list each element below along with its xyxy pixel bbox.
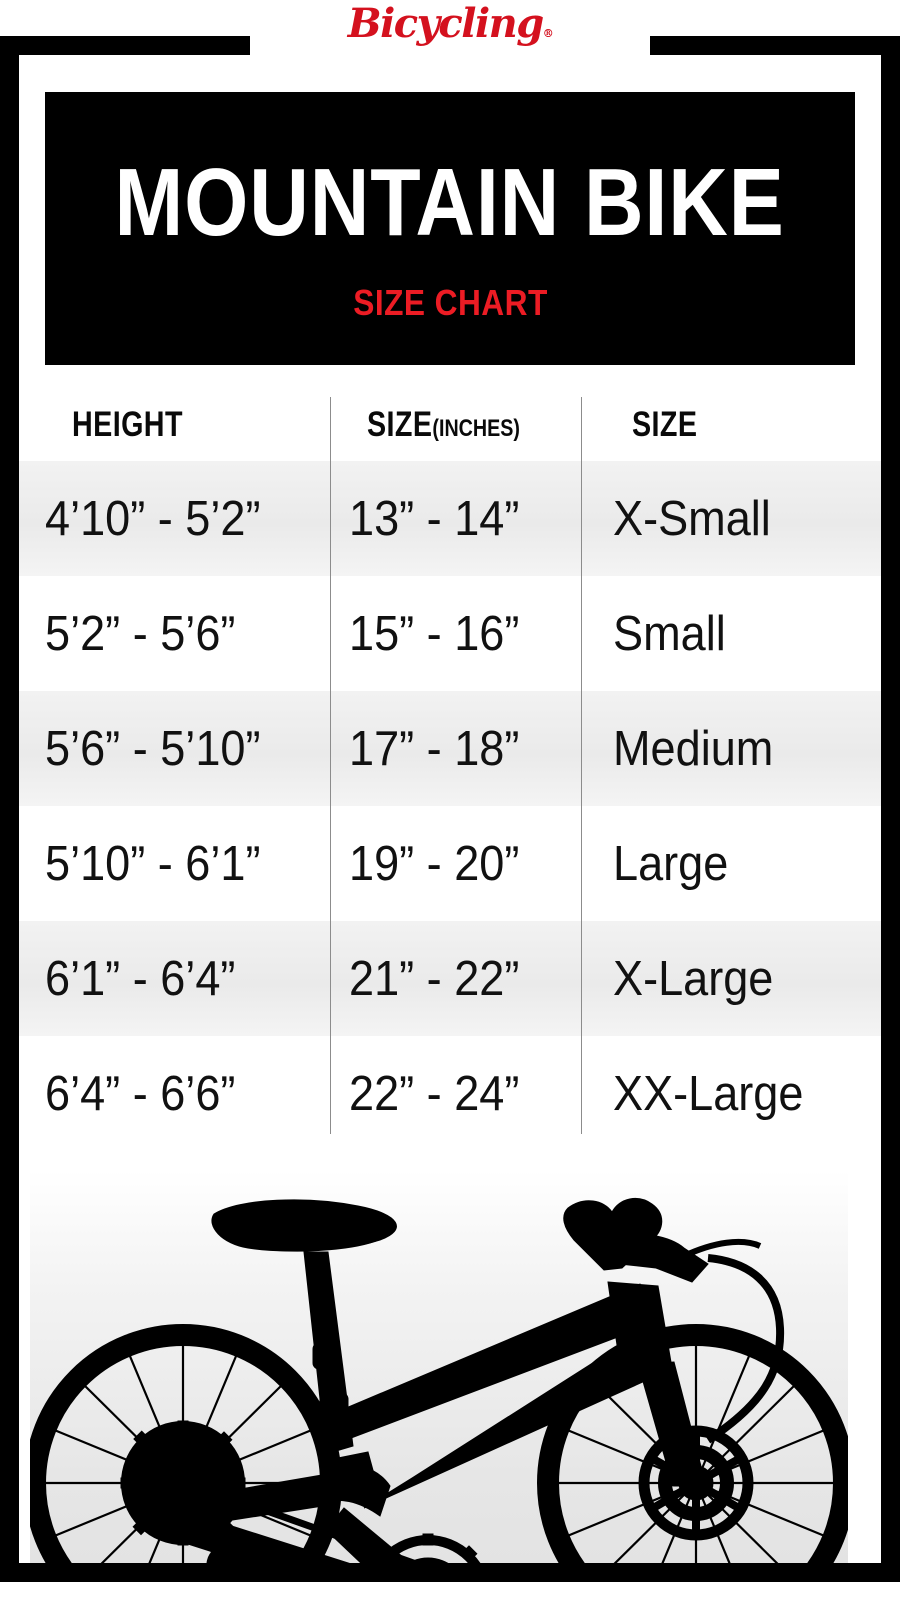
cell-size-inches: 21” - 22” — [349, 951, 520, 1006]
table-row: 5’10” - 6’1” 19” - 20” Large — [19, 806, 881, 921]
page-title: MOUNTAIN BIKE — [114, 148, 786, 256]
column-header-size-inches: SIZE(INCHES) — [367, 407, 520, 446]
table-body: 4’10” - 5’2” 13” - 14” X-Small 5’2” - 5’6” 1… — [19, 461, 881, 1151]
cell-size-label: X-Large — [613, 951, 774, 1006]
cell-height: 5’2” - 5’6” — [45, 606, 236, 661]
cell-height: 6’1” - 6’4” — [45, 951, 236, 1006]
frame-bar-left — [0, 36, 19, 1582]
infographic-content: MOUNTAIN BIKE SIZE CHART HEIGHT SIZE(INC… — [19, 55, 881, 1563]
frame-bar-top-right — [650, 36, 900, 55]
cell-size-inches: 15” - 16” — [349, 606, 520, 661]
column-divider-2 — [581, 397, 582, 1134]
bicycling-logo: Bicycling® — [333, 0, 567, 56]
frame-bar-top-left — [0, 36, 250, 55]
registered-trademark-icon: ® — [542, 27, 554, 40]
frame-bar-bottom — [0, 1563, 900, 1582]
cell-size-inches: 22” - 24” — [349, 1066, 520, 1121]
column-header-size: SIZE — [632, 405, 698, 444]
table-row: 6’1” - 6’4” 21” - 22” X-Large — [19, 921, 881, 1036]
column-divider-1 — [330, 397, 331, 1134]
cell-size-inches: 13” - 14” — [349, 491, 520, 546]
cell-size-inches: 17” - 18” — [349, 721, 520, 776]
cell-size-label: X-Small — [613, 491, 771, 546]
column-header-height: HEIGHT — [72, 405, 183, 444]
mountain-bike-silhouette-icon — [30, 1197, 848, 1563]
cell-height: 5’10” - 6’1” — [45, 836, 261, 891]
column-header-size-inches-unit: (INCHES) — [432, 415, 520, 442]
table-header-row: HEIGHT SIZE(INCHES) SIZE — [19, 385, 881, 461]
cell-height: 6’4” - 6’6” — [45, 1066, 236, 1121]
table-row: 5’6” - 5’10” 17” - 18” Medium — [19, 691, 881, 806]
frame-bar-right — [881, 36, 900, 1582]
table-row: 4’10” - 5’2” 13” - 14” X-Small — [19, 461, 881, 576]
cell-size-label: Small — [613, 606, 726, 661]
cell-size-label: Large — [613, 836, 729, 891]
cell-size-label: XX-Large — [613, 1066, 804, 1121]
brand-header: Bicycling® — [0, 0, 900, 56]
bike-illustration-panel — [30, 1170, 848, 1563]
title-block: MOUNTAIN BIKE SIZE CHART — [45, 92, 855, 365]
cell-height: 4’10” - 5’2” — [45, 491, 261, 546]
cell-height: 5’6” - 5’10” — [45, 721, 261, 776]
cell-size-inches: 19” - 20” — [349, 836, 520, 891]
table-row: 6’4” - 6’6” 22” - 24” XX-Large — [19, 1036, 881, 1151]
page-subtitle: SIZE CHART — [352, 281, 548, 323]
column-header-size-inches-main: SIZE — [367, 405, 433, 444]
table-row: 5’2” - 5’6” 15” - 16” Small — [19, 576, 881, 691]
bicycling-logo-text: Bicycling — [347, 0, 544, 47]
cell-size-label: Medium — [613, 721, 774, 776]
size-chart-table: HEIGHT SIZE(INCHES) SIZE 4’10” - 5’2” 13”… — [19, 385, 881, 1188]
